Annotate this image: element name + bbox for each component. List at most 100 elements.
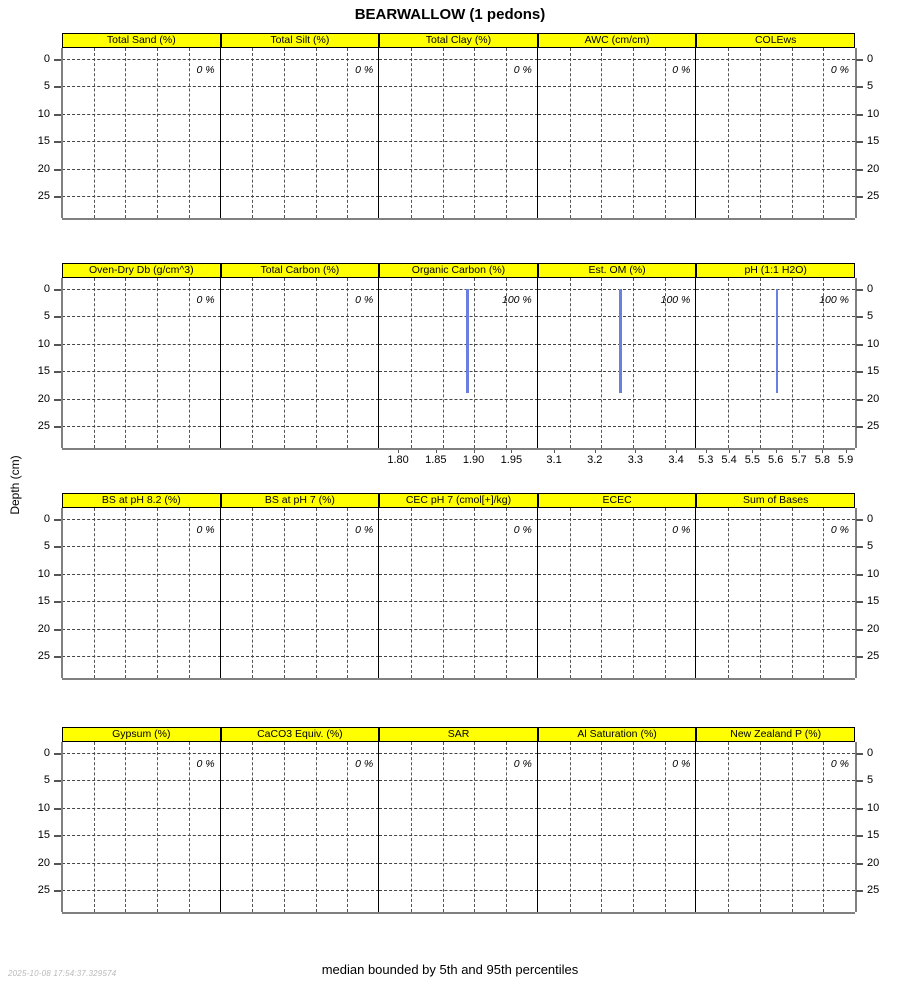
y-axis-tick-label-left: 0 <box>43 512 50 525</box>
y-axis-tick-left <box>54 196 61 199</box>
vertical-gridline <box>93 508 95 678</box>
horizontal-gridline <box>220 780 380 782</box>
y-axis-tick-right <box>856 58 863 61</box>
horizontal-gridline <box>537 168 697 170</box>
vertical-gridline <box>791 508 793 678</box>
plot-panel: 0 % <box>62 508 221 678</box>
panel-separator <box>378 508 380 678</box>
vertical-gridline <box>791 48 793 218</box>
horizontal-gridline <box>379 398 538 400</box>
right-axis-spine <box>855 508 857 678</box>
panel-title-gypsum: Gypsum (%) <box>62 727 221 742</box>
y-axis-tick-label-right: 15 <box>867 829 880 842</box>
y-axis-tick-left <box>54 426 61 429</box>
horizontal-gridline <box>220 398 380 400</box>
plot-panel: 0 % <box>62 742 221 912</box>
vertical-gridline <box>347 48 349 218</box>
horizontal-gridline <box>379 807 538 809</box>
vertical-gridline <box>252 742 254 912</box>
horizontal-gridline <box>696 807 855 809</box>
horizontal-gridline <box>696 546 855 548</box>
y-axis-tick-label-left: 10 <box>37 337 50 350</box>
vertical-gridline <box>347 278 349 448</box>
horizontal-gridline <box>379 656 538 658</box>
vertical-gridline <box>125 508 127 678</box>
x-axis-tick <box>473 448 475 453</box>
horizontal-gridline <box>220 752 380 754</box>
panel-coverage-annotation: 0 % <box>830 64 849 77</box>
horizontal-gridline <box>379 546 538 548</box>
panel-coverage-annotation: 0 % <box>196 758 215 771</box>
vertical-gridline <box>569 742 571 912</box>
horizontal-gridline <box>62 196 221 198</box>
horizontal-gridline <box>220 168 380 170</box>
horizontal-gridline <box>696 752 855 754</box>
y-axis-tick-label-right: 5 <box>867 310 874 323</box>
horizontal-gridline <box>696 656 855 658</box>
vertical-gridline <box>506 508 508 678</box>
y-axis-tick-left <box>54 343 61 346</box>
y-axis-tick-label-right: 15 <box>867 135 880 148</box>
vertical-gridline <box>474 742 476 912</box>
horizontal-gridline <box>62 86 221 88</box>
horizontal-gridline <box>379 141 538 143</box>
y-axis-tick-label-left: 15 <box>37 595 50 608</box>
y-axis-tick-label-right: 20 <box>867 856 880 869</box>
horizontal-gridline <box>220 86 380 88</box>
y-axis-tick-label-left: 5 <box>43 540 50 553</box>
vertical-gridline <box>252 278 254 448</box>
horizontal-gridline <box>220 371 380 373</box>
x-axis-tick-label: 3.4 <box>668 454 684 466</box>
panel-coverage-annotation: 0 % <box>513 758 532 771</box>
horizontal-gridline <box>537 141 697 143</box>
horizontal-gridline <box>379 601 538 603</box>
horizontal-gridline <box>220 113 380 115</box>
horizontal-gridline <box>537 890 697 892</box>
x-axis-tick-label: 5.7 <box>791 454 807 466</box>
horizontal-gridline <box>62 426 221 428</box>
horizontal-gridline <box>379 780 538 782</box>
horizontal-gridline <box>62 656 221 658</box>
plot-panel: 0 % <box>537 508 697 678</box>
vertical-gridline <box>823 278 825 448</box>
vertical-gridline <box>632 742 634 912</box>
vertical-gridline <box>125 278 127 448</box>
horizontal-gridline <box>537 601 697 603</box>
vertical-gridline <box>410 508 412 678</box>
vertical-gridline <box>632 508 634 678</box>
y-axis-tick-label-left: 15 <box>37 365 50 378</box>
y-axis-tick-label-left: 15 <box>37 135 50 148</box>
y-axis-tick-label-left: 10 <box>37 107 50 120</box>
figure-subtitle: median bounded by 5th and 95th percentil… <box>321 962 579 977</box>
vertical-gridline <box>252 508 254 678</box>
horizontal-gridline <box>379 86 538 88</box>
vertical-gridline <box>410 278 412 448</box>
y-axis-tick-label-left: 25 <box>37 650 50 663</box>
vertical-gridline <box>315 278 317 448</box>
vertical-gridline <box>569 508 571 678</box>
y-axis-tick-label-left: 15 <box>37 829 50 842</box>
plot-panel: 0 % <box>537 48 697 218</box>
panel-coverage-annotation: 100 % <box>819 294 849 307</box>
horizontal-gridline <box>62 288 221 290</box>
horizontal-gridline <box>696 835 855 837</box>
y-axis-tick-label-right: 10 <box>867 801 880 814</box>
vertical-gridline <box>410 48 412 218</box>
vertical-gridline <box>284 278 286 448</box>
x-axis-tick-label: 5.6 <box>768 454 784 466</box>
x-axis-tick <box>594 448 596 453</box>
y-axis-tick-left <box>54 86 61 89</box>
y-axis-tick-left <box>54 780 61 783</box>
y-axis-tick-left <box>54 862 61 865</box>
y-axis-tick-right <box>856 426 863 429</box>
vertical-gridline <box>664 48 666 218</box>
y-axis-tick-right <box>856 371 863 374</box>
horizontal-gridline <box>220 58 380 60</box>
x-axis-tick <box>676 448 678 453</box>
horizontal-gridline <box>62 518 221 520</box>
x-axis-tick-label: 1.85 <box>425 454 447 466</box>
horizontal-gridline <box>62 752 221 754</box>
y-axis-tick-label-right: 0 <box>867 746 874 759</box>
panel-separator <box>219 508 221 678</box>
horizontal-gridline <box>379 573 538 575</box>
